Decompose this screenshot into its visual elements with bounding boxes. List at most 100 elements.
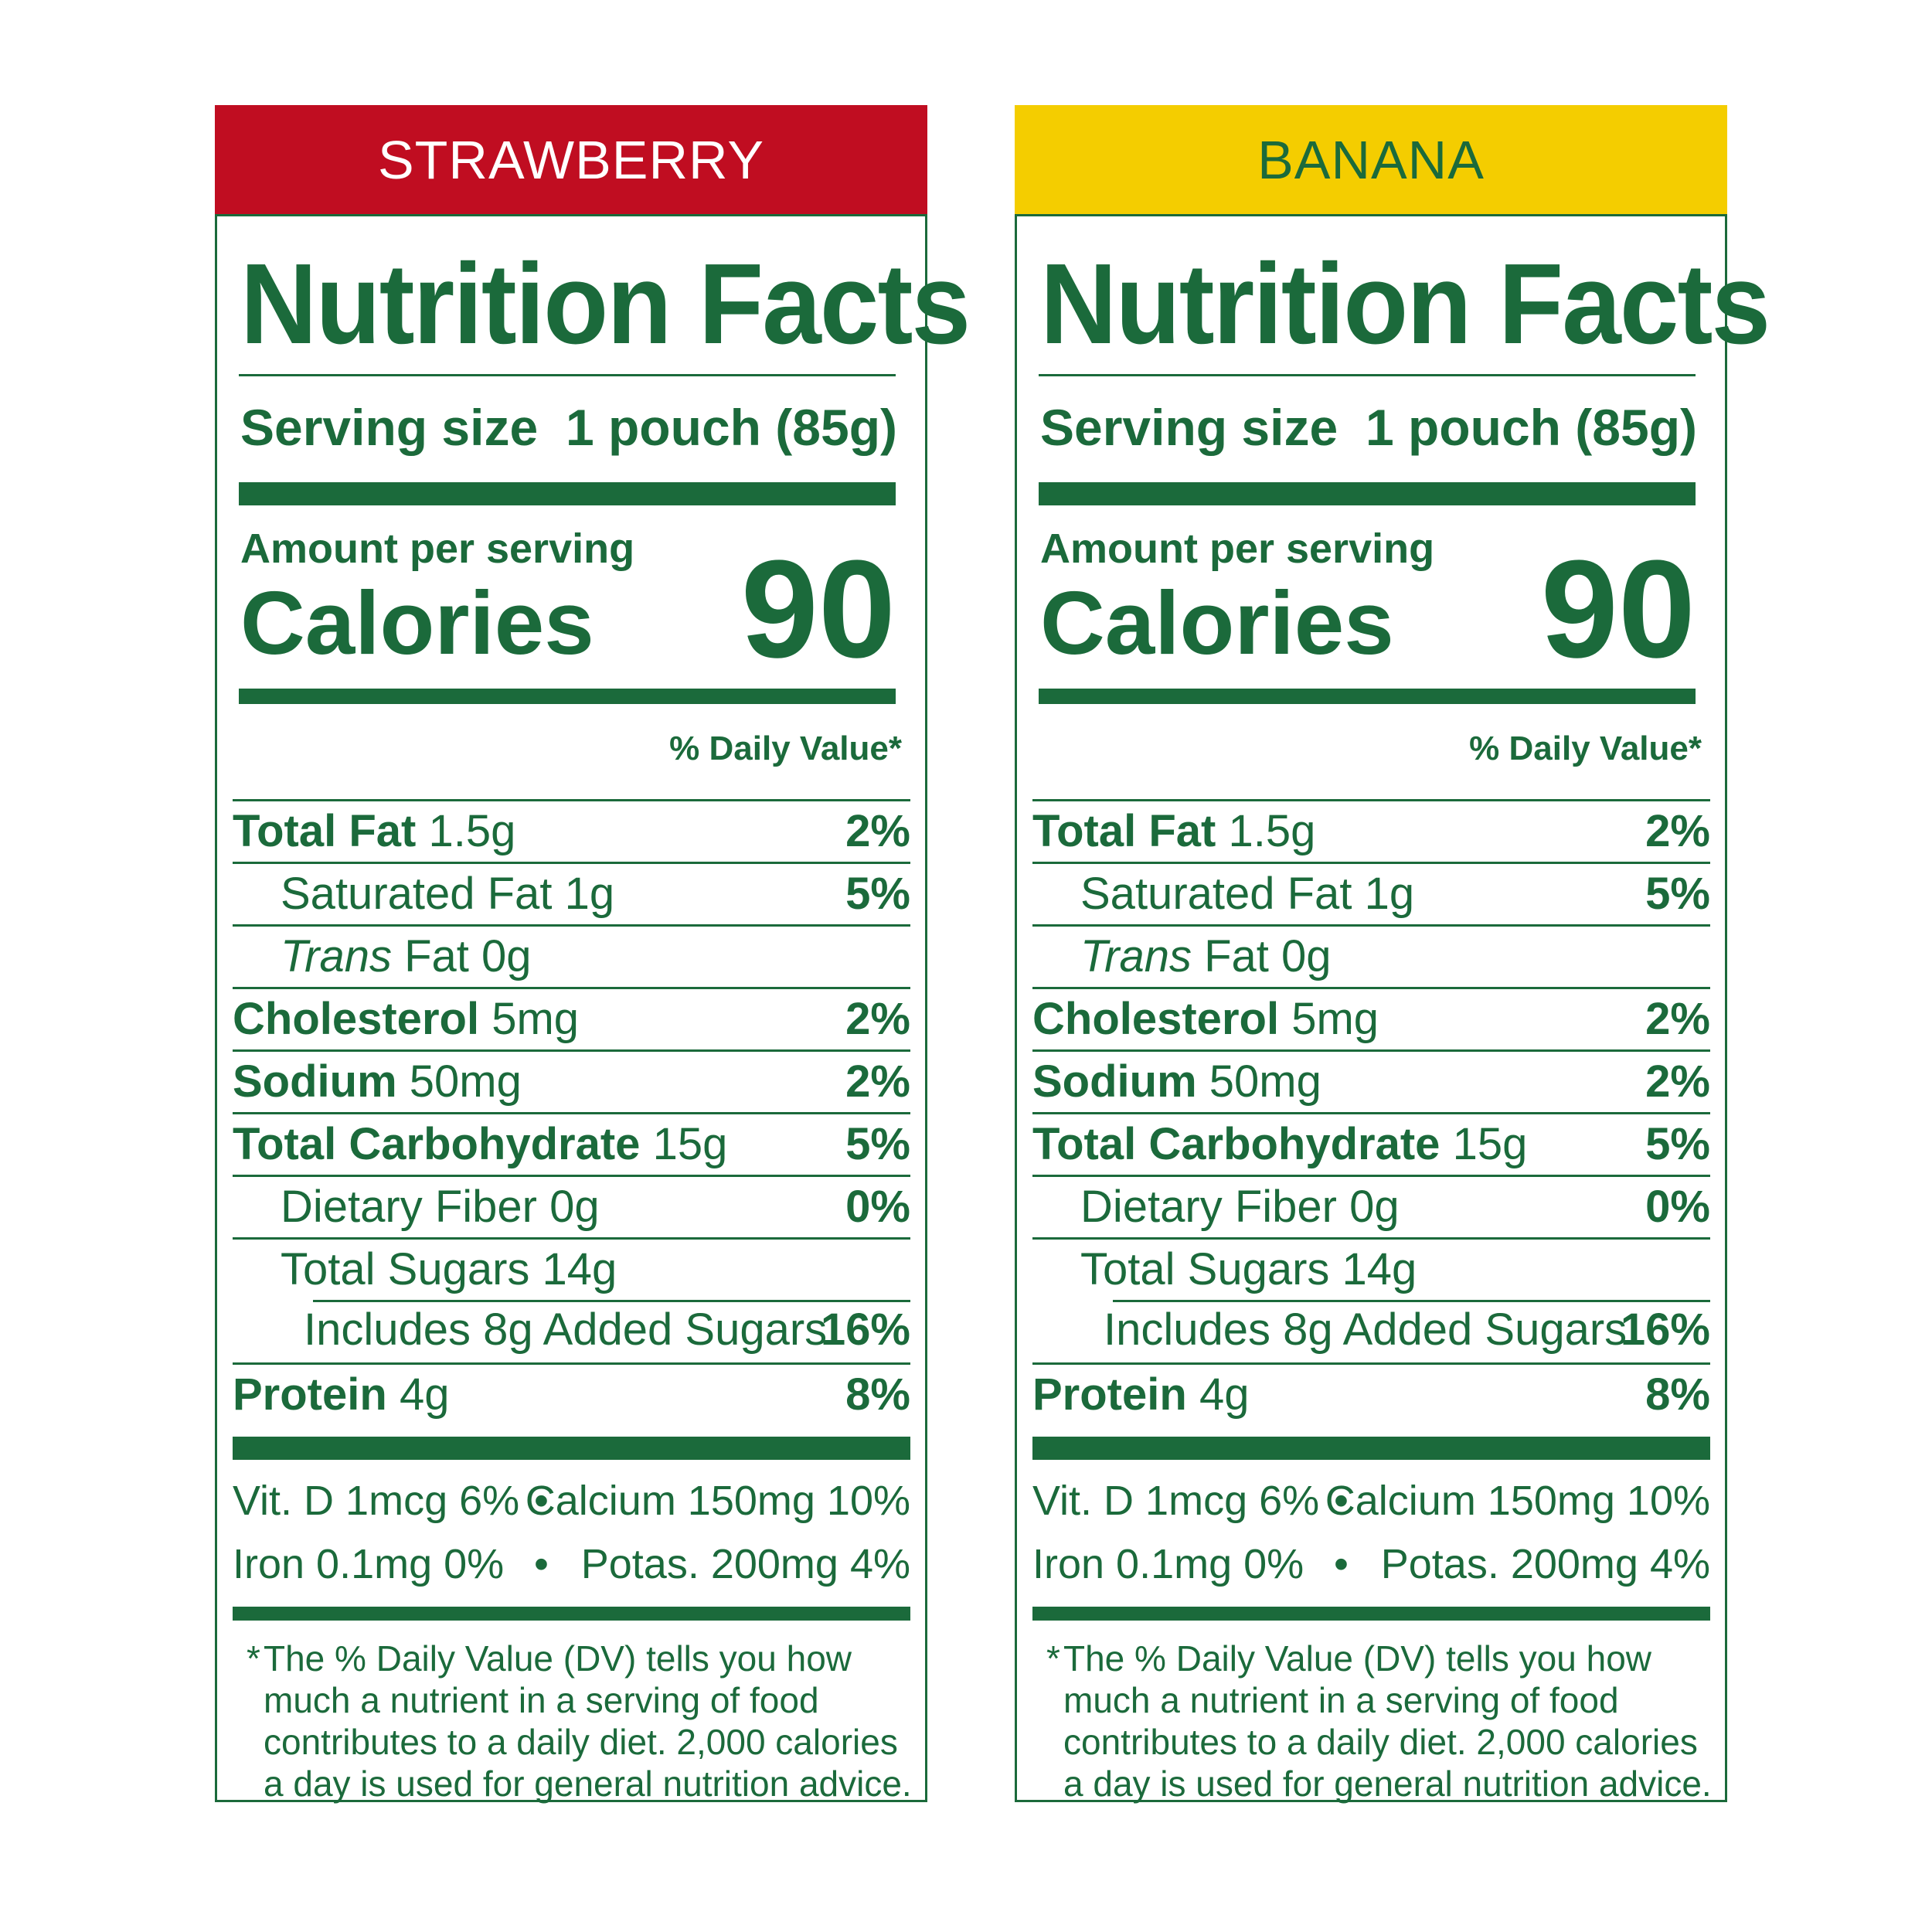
daily-value-percent: 8% [845, 1369, 910, 1420]
nutrient-name: Total Fat [1032, 806, 1216, 856]
divider-thick [1032, 1437, 1710, 1460]
vitamin-row: Vit. D 1mcg 6% • Calcium 150mg 10% [1032, 1470, 1710, 1532]
nutrient-label: Cholesterol 5mg [233, 989, 579, 1049]
nutrient-row: Dietary Fiber 0g 0% [1032, 1175, 1710, 1237]
nutrient-amount: 5mg [1291, 994, 1379, 1044]
nutrient-row: Total Carbohydrate 15g 5% [233, 1112, 910, 1175]
serving-size-row: Serving size 1 pouch (85g) [240, 398, 897, 457]
nutrient-label: Sodium 50mg [233, 1052, 522, 1112]
nutrient-label: Cholesterol 5mg [1032, 989, 1379, 1049]
nutrient-row: Total Fat 1.5g 2% [1032, 799, 1710, 862]
nutrient-label: Includes 8g Added Sugars [1104, 1300, 1627, 1360]
divider-medium [233, 1607, 910, 1621]
nutrient-name: Dietary Fiber [281, 1182, 537, 1232]
nutrition-label-panel: BANANA Nutrition Facts Serving size 1 po… [1015, 105, 1770, 1804]
nutrient-amount: 15g [652, 1119, 728, 1169]
nutrient-row: Sodium 50mg 2% [1032, 1049, 1710, 1112]
nutrient-amount: 15g [1452, 1119, 1528, 1169]
daily-value-percent: 2% [1645, 994, 1710, 1044]
daily-value-percent: 8% [1645, 1369, 1710, 1420]
nutrient-name: Sodium [233, 1056, 397, 1107]
daily-value-header: % Daily Value* [669, 730, 902, 767]
amount-per-serving-label: Amount per serving [240, 526, 635, 572]
nutrient-amount: 0g [481, 931, 532, 981]
vitamin-right: Calcium 150mg 10% [525, 1478, 910, 1524]
nutrient-row: Saturated Fat 1g 5% [1032, 862, 1710, 924]
nutrient-name: Saturated Fat [1080, 869, 1352, 919]
bullet: • [534, 1478, 549, 1524]
daily-value-percent: 2% [845, 994, 910, 1044]
nutrient-name: Total Carbohydrate [1032, 1119, 1440, 1169]
flavor-header: STRAWBERRY [215, 105, 927, 216]
nutrient-name: Cholesterol [233, 994, 480, 1044]
nutrient-label: Dietary Fiber 0g [1080, 1177, 1400, 1237]
nutrient-label: Saturated Fat 1g [1080, 864, 1414, 924]
nutrient-name: Sodium [1032, 1056, 1197, 1107]
flavor-header: BANANA [1015, 105, 1727, 216]
nutrient-row: Total Fat 1.5g 2% [233, 799, 910, 862]
nutrient-amount: 5mg [492, 994, 580, 1044]
nutrient-label: Total Carbohydrate 15g [233, 1114, 727, 1175]
vitamin-left: Vit. D 1mcg 6% [233, 1478, 520, 1524]
nutrient-row: Total Sugars 14g [233, 1237, 910, 1300]
nutrient-list: Total Fat 1.5g 2% Saturated Fat 1g 5% Trans … [233, 799, 910, 1425]
nutrient-label: Trans Fat 0g [1080, 927, 1332, 987]
nutrition-facts-title: Nutrition Facts [240, 240, 971, 368]
nutrient-row: Cholesterol 5mg 2% [233, 987, 910, 1049]
serving-size-label: Serving size [240, 399, 539, 456]
nutrient-name: Dietary Fiber [1080, 1182, 1337, 1232]
calories-value: 90 [740, 532, 896, 687]
nutrient-amount: 14g [542, 1244, 617, 1294]
nutrient-name-suffix: Fat [1204, 931, 1269, 981]
nutrient-text: Includes 8g Added Sugars [1104, 1304, 1628, 1355]
divider-thin [1039, 374, 1696, 376]
nutrient-amount: 50mg [1209, 1056, 1321, 1107]
nutrition-label-panel: STRAWBERRY Nutrition Facts Serving size … [215, 105, 971, 1804]
nutrient-label: Includes 8g Added Sugars [304, 1300, 827, 1360]
vitamin-row: Iron 0.1mg 0% • Potas. 200mg 4% [233, 1533, 910, 1595]
nutrient-row: Protein 4g 8% [1032, 1362, 1710, 1425]
bullet: • [534, 1541, 549, 1587]
daily-value-percent: 0% [845, 1182, 910, 1232]
nutrient-text: Includes 8g Added Sugars [304, 1304, 828, 1355]
nutrient-label: Dietary Fiber 0g [281, 1177, 600, 1237]
daily-value-percent: 2% [845, 806, 910, 856]
nutrient-label: Sodium 50mg [1032, 1052, 1321, 1112]
nutrient-row: Sodium 50mg 2% [233, 1049, 910, 1112]
daily-value-header: % Daily Value* [1469, 730, 1702, 767]
nutrient-label: Total Carbohydrate 15g [1032, 1114, 1527, 1175]
nutrient-label: Protein 4g [233, 1365, 449, 1425]
nutrient-name: Total Sugars [1080, 1244, 1330, 1294]
vitamin-right: Potas. 200mg 4% [580, 1541, 910, 1587]
nutrient-name: Total Fat [233, 806, 417, 856]
serving-size-label: Serving size [1040, 399, 1338, 456]
nutrient-row: Dietary Fiber 0g 0% [233, 1175, 910, 1237]
nutrient-list: Total Fat 1.5g 2% Saturated Fat 1g 5% Trans … [1032, 799, 1710, 1425]
daily-value-percent: 0% [1645, 1182, 1710, 1232]
daily-value-percent: 5% [1645, 1119, 1710, 1169]
nutrient-amount: 4g [1199, 1369, 1250, 1420]
nutrient-name: Total Sugars [281, 1244, 530, 1294]
nutrient-amount: 1g [1364, 869, 1415, 919]
nutrient-row: Total Carbohydrate 15g 5% [1032, 1112, 1710, 1175]
nutrient-row: Protein 4g 8% [233, 1362, 910, 1425]
calories-label: Calories [240, 573, 594, 673]
vitamin-right: Potas. 200mg 4% [1380, 1541, 1710, 1587]
daily-value-percent: 16% [1620, 1304, 1710, 1355]
nutrient-amount: 1g [564, 869, 615, 919]
nutrient-amount: 4g [399, 1369, 450, 1420]
divider-thick [239, 482, 896, 505]
nutrient-name-suffix: Fat [404, 931, 469, 981]
vitamin-left: Vit. D 1mcg 6% [1032, 1478, 1320, 1524]
divider-medium [239, 689, 896, 704]
daily-value-percent: 2% [845, 1056, 910, 1107]
flavor-name: BANANA [1257, 129, 1485, 190]
vitamin-left: Iron 0.1mg 0% [1032, 1541, 1304, 1587]
nutrient-label: Total Fat 1.5g [233, 801, 515, 862]
nutrient-row: Saturated Fat 1g 5% [233, 862, 910, 924]
daily-value-percent: 2% [1645, 1056, 1710, 1107]
nutrient-amount: 1.5g [428, 806, 516, 856]
nutrient-row: Cholesterol 5mg 2% [1032, 987, 1710, 1049]
nutrient-amount: 14g [1342, 1244, 1417, 1294]
nutrient-row: Total Sugars 14g [1032, 1237, 1710, 1300]
